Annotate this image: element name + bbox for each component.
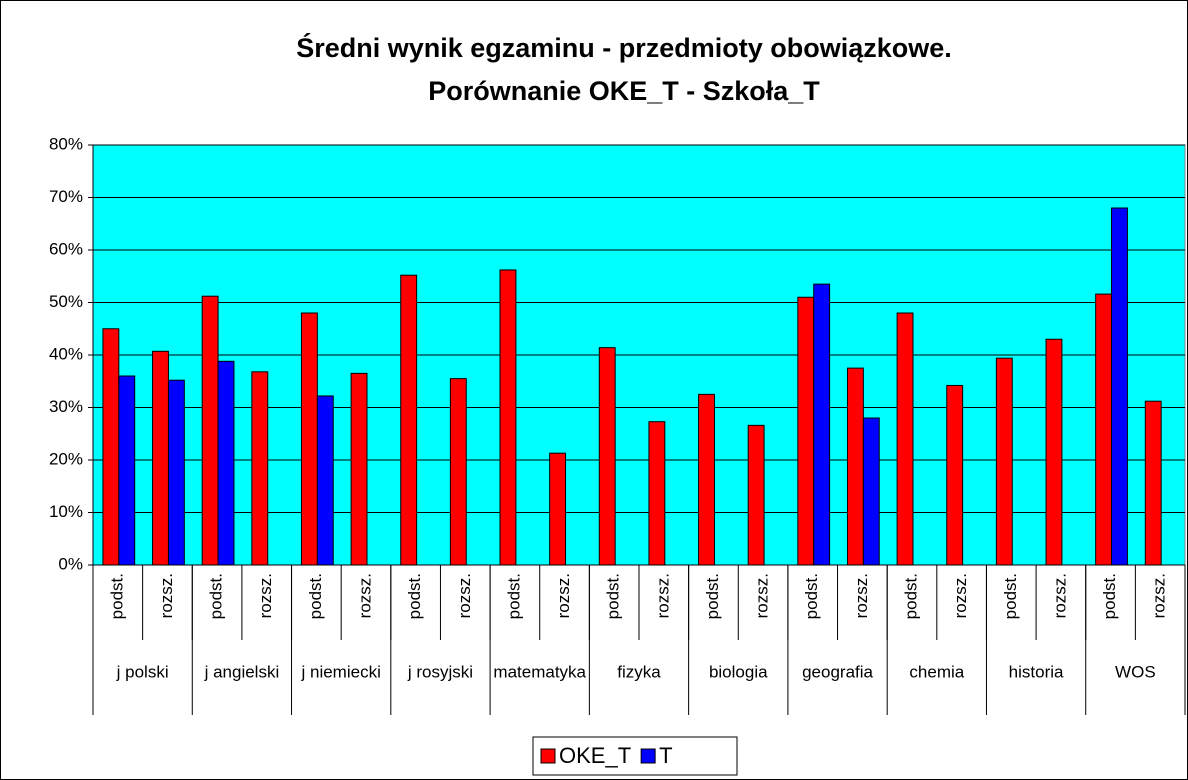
x-tick-label: rozsz. bbox=[157, 573, 176, 618]
x-tick-label: podst. bbox=[1100, 573, 1119, 619]
group-label: j angielski bbox=[204, 662, 280, 681]
x-tick-label: podst. bbox=[604, 573, 623, 619]
chart-title: Porównanie OKE_T - Szkoła_T bbox=[428, 76, 820, 106]
x-tick-label: rozsz. bbox=[455, 573, 474, 618]
bar bbox=[400, 274, 418, 566]
legend-label: OKE_T bbox=[559, 743, 631, 768]
bar bbox=[1144, 400, 1162, 566]
bar bbox=[698, 393, 715, 566]
group-label: geografia bbox=[802, 662, 873, 681]
bar bbox=[1095, 293, 1113, 566]
bar bbox=[846, 367, 864, 566]
y-tick-label: 40% bbox=[49, 344, 83, 363]
x-tick-label: podst. bbox=[802, 573, 821, 619]
group-label: j rosyjski bbox=[407, 662, 473, 681]
group-label: j niemiecki bbox=[301, 662, 381, 681]
x-tick-label: podst. bbox=[1001, 573, 1020, 619]
x-tick-label: rozsz. bbox=[355, 573, 374, 618]
x-tick-label: podst. bbox=[207, 573, 226, 619]
bar bbox=[1111, 207, 1128, 566]
group-label: fizyka bbox=[617, 662, 661, 681]
bar bbox=[449, 378, 467, 566]
bar bbox=[217, 360, 235, 566]
x-tick-label: rozsz. bbox=[256, 573, 275, 618]
legend-swatch bbox=[640, 748, 656, 764]
x-tick-label: podst. bbox=[306, 573, 325, 619]
y-tick-label: 80% bbox=[49, 134, 83, 153]
legend-swatch bbox=[540, 748, 556, 764]
y-tick-label: 30% bbox=[49, 397, 83, 416]
y-tick-label: 0% bbox=[58, 554, 83, 573]
y-tick-label: 10% bbox=[49, 502, 83, 521]
x-tick-label: rozsz. bbox=[1050, 573, 1069, 618]
bar bbox=[995, 357, 1013, 566]
group-label: chemia bbox=[909, 662, 964, 681]
bar bbox=[549, 452, 567, 566]
x-tick-label: podst. bbox=[703, 573, 722, 619]
bar bbox=[118, 375, 136, 566]
group-label: j polski bbox=[116, 662, 169, 681]
x-tick-label: rozsz. bbox=[753, 573, 772, 618]
x-tick-label: rozsz. bbox=[852, 573, 871, 618]
group-label: historia bbox=[1009, 662, 1064, 681]
chart-title: Średni wynik egzaminu - przedmioty obowi… bbox=[296, 32, 952, 63]
group-label: matematyka bbox=[493, 662, 586, 681]
group-label: biologia bbox=[709, 662, 768, 681]
bar bbox=[946, 384, 964, 566]
x-tick-label: rozsz. bbox=[554, 573, 573, 618]
bar bbox=[316, 395, 334, 566]
legend-box bbox=[532, 736, 738, 776]
group-label: WOS bbox=[1115, 662, 1156, 681]
x-tick-label: podst. bbox=[107, 573, 126, 619]
bar bbox=[167, 379, 185, 566]
bar bbox=[813, 283, 831, 566]
bar bbox=[350, 372, 368, 566]
y-tick-label: 50% bbox=[49, 292, 83, 311]
x-tick-label: podst. bbox=[405, 573, 424, 619]
bar bbox=[896, 312, 914, 566]
bar bbox=[300, 312, 318, 566]
bar bbox=[201, 295, 219, 566]
bar bbox=[251, 371, 269, 566]
bar bbox=[648, 421, 666, 566]
bar bbox=[797, 296, 815, 566]
x-tick-label: rozsz. bbox=[951, 573, 970, 618]
bar bbox=[598, 347, 616, 566]
bar bbox=[1045, 338, 1063, 566]
bar bbox=[499, 269, 517, 566]
x-tick-label: podst. bbox=[901, 573, 920, 619]
y-tick-label: 20% bbox=[49, 449, 83, 468]
x-tick-label: rozsz. bbox=[1150, 573, 1169, 618]
legend-label: T bbox=[659, 743, 672, 768]
x-tick-label: podst. bbox=[504, 573, 523, 619]
bar bbox=[862, 417, 880, 566]
y-tick-label: 60% bbox=[49, 239, 83, 258]
x-tick-label: rozsz. bbox=[653, 573, 672, 618]
bar bbox=[102, 328, 120, 566]
bar bbox=[747, 424, 765, 566]
y-tick-label: 70% bbox=[49, 187, 83, 206]
bar bbox=[152, 350, 169, 566]
